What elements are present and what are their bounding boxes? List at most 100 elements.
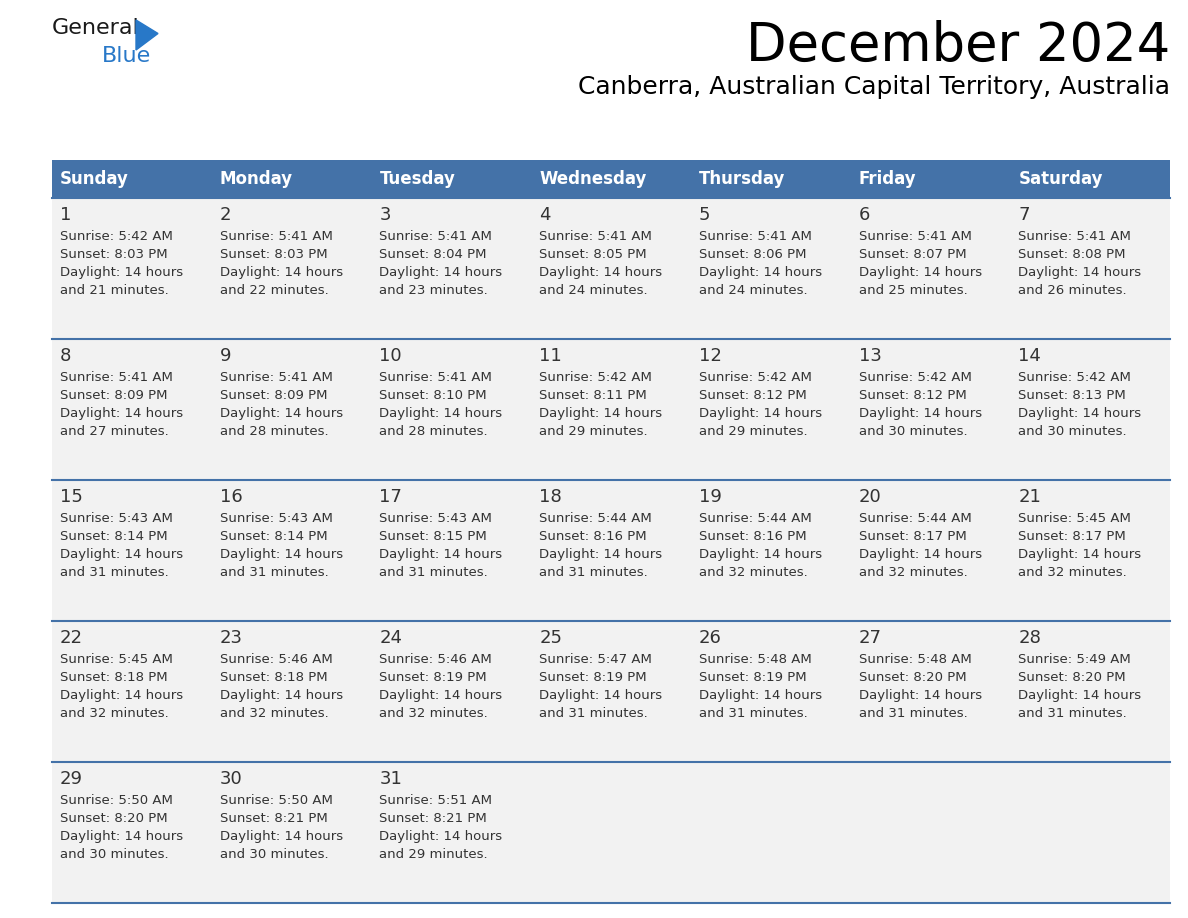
Text: December 2024: December 2024 — [746, 20, 1170, 72]
Text: Daylight: 14 hours: Daylight: 14 hours — [1018, 689, 1142, 702]
Text: and 24 minutes.: and 24 minutes. — [539, 284, 647, 297]
Text: Sunset: 8:10 PM: Sunset: 8:10 PM — [379, 389, 487, 402]
Text: Monday: Monday — [220, 170, 292, 188]
Bar — [52, 621, 1170, 762]
Text: and 24 minutes.: and 24 minutes. — [699, 284, 808, 297]
Text: and 29 minutes.: and 29 minutes. — [699, 425, 808, 438]
Text: 10: 10 — [379, 347, 402, 365]
Text: Sunrise: 5:47 AM: Sunrise: 5:47 AM — [539, 653, 652, 666]
Text: Sunrise: 5:41 AM: Sunrise: 5:41 AM — [699, 230, 811, 243]
Text: Sunset: 8:08 PM: Sunset: 8:08 PM — [1018, 248, 1126, 261]
Text: 11: 11 — [539, 347, 562, 365]
Text: Sunset: 8:03 PM: Sunset: 8:03 PM — [61, 248, 168, 261]
Text: Sunrise: 5:41 AM: Sunrise: 5:41 AM — [61, 371, 173, 384]
Text: 25: 25 — [539, 629, 562, 647]
Text: and 25 minutes.: and 25 minutes. — [859, 284, 967, 297]
Text: and 31 minutes.: and 31 minutes. — [379, 566, 488, 579]
Text: Daylight: 14 hours: Daylight: 14 hours — [61, 266, 183, 279]
Text: Daylight: 14 hours: Daylight: 14 hours — [1018, 548, 1142, 561]
Text: and 30 minutes.: and 30 minutes. — [1018, 425, 1127, 438]
Text: 12: 12 — [699, 347, 722, 365]
Text: Daylight: 14 hours: Daylight: 14 hours — [379, 266, 503, 279]
Text: Sunrise: 5:44 AM: Sunrise: 5:44 AM — [699, 512, 811, 525]
Text: 5: 5 — [699, 206, 710, 224]
Text: 17: 17 — [379, 488, 403, 506]
Text: Daylight: 14 hours: Daylight: 14 hours — [1018, 266, 1142, 279]
Text: and 29 minutes.: and 29 minutes. — [379, 848, 488, 861]
Text: and 31 minutes.: and 31 minutes. — [220, 566, 328, 579]
Text: Daylight: 14 hours: Daylight: 14 hours — [220, 407, 343, 420]
Text: Sunrise: 5:41 AM: Sunrise: 5:41 AM — [539, 230, 652, 243]
Text: Sunrise: 5:42 AM: Sunrise: 5:42 AM — [859, 371, 972, 384]
Text: Sunrise: 5:43 AM: Sunrise: 5:43 AM — [379, 512, 492, 525]
Text: Sunrise: 5:41 AM: Sunrise: 5:41 AM — [379, 371, 492, 384]
Text: Saturday: Saturday — [1018, 170, 1102, 188]
Text: Sunset: 8:19 PM: Sunset: 8:19 PM — [539, 671, 646, 684]
Text: Sunset: 8:03 PM: Sunset: 8:03 PM — [220, 248, 328, 261]
Text: Sunset: 8:21 PM: Sunset: 8:21 PM — [379, 812, 487, 825]
Text: Sunset: 8:16 PM: Sunset: 8:16 PM — [699, 530, 807, 543]
Text: Wednesday: Wednesday — [539, 170, 646, 188]
Text: Sunset: 8:06 PM: Sunset: 8:06 PM — [699, 248, 807, 261]
Text: and 32 minutes.: and 32 minutes. — [699, 566, 808, 579]
Text: Sunset: 8:05 PM: Sunset: 8:05 PM — [539, 248, 646, 261]
Text: and 22 minutes.: and 22 minutes. — [220, 284, 328, 297]
Polygon shape — [135, 20, 158, 50]
Text: 23: 23 — [220, 629, 242, 647]
Text: Sunday: Sunday — [61, 170, 128, 188]
Text: Sunset: 8:09 PM: Sunset: 8:09 PM — [61, 389, 168, 402]
Text: 1: 1 — [61, 206, 71, 224]
Text: and 31 minutes.: and 31 minutes. — [539, 707, 647, 720]
Text: and 21 minutes.: and 21 minutes. — [61, 284, 169, 297]
Text: Daylight: 14 hours: Daylight: 14 hours — [61, 689, 183, 702]
Text: Sunset: 8:17 PM: Sunset: 8:17 PM — [1018, 530, 1126, 543]
Text: and 32 minutes.: and 32 minutes. — [61, 707, 169, 720]
Text: Daylight: 14 hours: Daylight: 14 hours — [1018, 407, 1142, 420]
Text: 16: 16 — [220, 488, 242, 506]
Text: Daylight: 14 hours: Daylight: 14 hours — [220, 830, 343, 843]
Text: Sunset: 8:18 PM: Sunset: 8:18 PM — [61, 671, 168, 684]
Text: Sunrise: 5:50 AM: Sunrise: 5:50 AM — [61, 794, 173, 807]
Text: Daylight: 14 hours: Daylight: 14 hours — [539, 266, 662, 279]
Text: Daylight: 14 hours: Daylight: 14 hours — [859, 266, 981, 279]
Text: Sunrise: 5:41 AM: Sunrise: 5:41 AM — [220, 230, 333, 243]
Text: Daylight: 14 hours: Daylight: 14 hours — [859, 548, 981, 561]
Text: Sunrise: 5:42 AM: Sunrise: 5:42 AM — [699, 371, 811, 384]
Text: 6: 6 — [859, 206, 870, 224]
Text: Sunrise: 5:46 AM: Sunrise: 5:46 AM — [220, 653, 333, 666]
Text: Sunrise: 5:48 AM: Sunrise: 5:48 AM — [699, 653, 811, 666]
Text: 28: 28 — [1018, 629, 1041, 647]
Text: Daylight: 14 hours: Daylight: 14 hours — [61, 830, 183, 843]
Text: Daylight: 14 hours: Daylight: 14 hours — [859, 689, 981, 702]
Text: Daylight: 14 hours: Daylight: 14 hours — [699, 266, 822, 279]
Text: Sunrise: 5:41 AM: Sunrise: 5:41 AM — [379, 230, 492, 243]
Text: 19: 19 — [699, 488, 722, 506]
Text: 8: 8 — [61, 347, 71, 365]
Text: Sunset: 8:21 PM: Sunset: 8:21 PM — [220, 812, 328, 825]
Text: Canberra, Australian Capital Territory, Australia: Canberra, Australian Capital Territory, … — [579, 75, 1170, 99]
Text: and 31 minutes.: and 31 minutes. — [539, 566, 647, 579]
Text: Sunset: 8:13 PM: Sunset: 8:13 PM — [1018, 389, 1126, 402]
Text: 21: 21 — [1018, 488, 1041, 506]
Text: Friday: Friday — [859, 170, 916, 188]
Text: and 32 minutes.: and 32 minutes. — [220, 707, 328, 720]
Text: Sunrise: 5:50 AM: Sunrise: 5:50 AM — [220, 794, 333, 807]
Text: Sunset: 8:12 PM: Sunset: 8:12 PM — [699, 389, 807, 402]
Text: Sunset: 8:18 PM: Sunset: 8:18 PM — [220, 671, 328, 684]
Text: Sunrise: 5:51 AM: Sunrise: 5:51 AM — [379, 794, 493, 807]
Text: Sunset: 8:20 PM: Sunset: 8:20 PM — [61, 812, 168, 825]
Text: 31: 31 — [379, 770, 403, 788]
Text: Sunrise: 5:41 AM: Sunrise: 5:41 AM — [220, 371, 333, 384]
Text: Daylight: 14 hours: Daylight: 14 hours — [379, 830, 503, 843]
Text: Sunset: 8:19 PM: Sunset: 8:19 PM — [699, 671, 807, 684]
Text: Daylight: 14 hours: Daylight: 14 hours — [539, 407, 662, 420]
Bar — [52, 480, 1170, 621]
Text: Sunrise: 5:41 AM: Sunrise: 5:41 AM — [1018, 230, 1131, 243]
Text: and 31 minutes.: and 31 minutes. — [859, 707, 967, 720]
Text: 2: 2 — [220, 206, 232, 224]
Text: Sunset: 8:20 PM: Sunset: 8:20 PM — [859, 671, 966, 684]
Text: 29: 29 — [61, 770, 83, 788]
Text: Daylight: 14 hours: Daylight: 14 hours — [61, 407, 183, 420]
Text: Sunset: 8:17 PM: Sunset: 8:17 PM — [859, 530, 966, 543]
Text: Sunset: 8:16 PM: Sunset: 8:16 PM — [539, 530, 646, 543]
